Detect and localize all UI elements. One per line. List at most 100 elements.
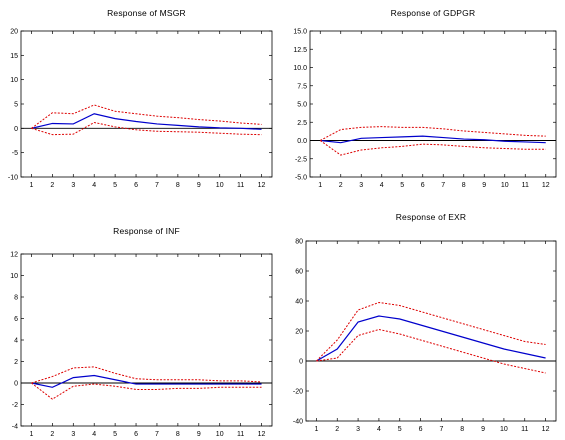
- x-tick-label: 9: [197, 182, 201, 189]
- x-tick-label: 2: [335, 426, 339, 433]
- x-tick-label: 12: [542, 182, 550, 189]
- y-tick-label: 12.5: [293, 47, 307, 54]
- chart-title: Response of EXR: [396, 212, 467, 222]
- x-tick-label: 5: [113, 431, 117, 438]
- x-tick-label: 8: [176, 182, 180, 189]
- series-response-line: [320, 135, 546, 144]
- x-tick-label: 9: [481, 426, 485, 433]
- series-lower-line: [319, 140, 546, 156]
- y-tick-label: 5: [14, 102, 18, 109]
- x-tick-label: 5: [113, 182, 117, 189]
- y-tick-label: 10.0: [293, 65, 307, 72]
- x-tick-label: 8: [462, 182, 466, 189]
- x-tick-label: 4: [377, 426, 381, 433]
- x-tick-label: 3: [71, 182, 75, 189]
- y-tick-label: 0: [14, 126, 18, 133]
- x-tick-label: 6: [134, 182, 138, 189]
- y-tick-label: -2.5: [295, 156, 307, 163]
- x-tick-label: 6: [134, 431, 138, 438]
- plot-frame: [20, 30, 273, 178]
- x-tick-label: 12: [542, 426, 550, 433]
- y-tick-label: 0: [14, 381, 18, 388]
- x-tick-label: 10: [216, 431, 224, 438]
- x-tick-label: 2: [50, 431, 54, 438]
- y-tick-label: 7.5: [297, 83, 307, 90]
- x-tick-label: 8: [460, 426, 464, 433]
- y-tick-label: 20: [10, 29, 18, 36]
- y-tick-label: 5.0: [297, 102, 307, 109]
- x-tick-label: 9: [482, 182, 486, 189]
- x-tick-label: 12: [258, 431, 266, 438]
- panel-gdpgr: Response of GDPGR -5.0 -2.5 0.0 2.5 5.0 7.5 10.…: [293, 8, 557, 189]
- series-response-line: [31, 113, 262, 130]
- x-tick-label: 5: [398, 426, 402, 433]
- x-tick-label: 5: [400, 182, 404, 189]
- y-tick-label: -4: [12, 424, 18, 431]
- x-tick-label: 11: [237, 182, 244, 189]
- series-response-line: [31, 374, 262, 388]
- x-tick-label: 2: [339, 182, 343, 189]
- x-tick-label: 3: [356, 426, 360, 433]
- y-tick-label: -5.0: [295, 175, 307, 182]
- x-tick-label: 1: [318, 182, 322, 189]
- x-tick-label: 3: [71, 431, 75, 438]
- y-tick-label: 2: [14, 359, 18, 366]
- x-tick-label: 11: [522, 182, 529, 189]
- y-tick-label: -5: [12, 150, 18, 157]
- y-tick-label: 0.0: [297, 138, 307, 145]
- x-tick-label: 1: [314, 426, 318, 433]
- plot-frame: [305, 240, 557, 422]
- x-tick-label: 7: [155, 431, 159, 438]
- x-tick-label: 4: [92, 182, 96, 189]
- y-tick-label: -20: [293, 389, 303, 396]
- chart-title: Response of GDPGR: [391, 8, 476, 18]
- x-tick-label: 1: [30, 431, 34, 438]
- plot-frame: [309, 30, 557, 178]
- plot-frame: [20, 253, 273, 427]
- x-tick-label: 8: [176, 431, 180, 438]
- x-tick-label: 10: [500, 426, 508, 433]
- series-upper-line: [31, 104, 262, 129]
- x-tick-label: 9: [197, 431, 201, 438]
- y-tick-label: 4: [14, 338, 18, 345]
- x-tick-label: 11: [237, 431, 244, 438]
- x-tick-label: 7: [439, 426, 443, 433]
- series-upper-line: [316, 301, 546, 362]
- y-tick-label: 10: [10, 273, 18, 280]
- series-lower-line: [31, 382, 262, 400]
- series-response-line: [316, 315, 546, 362]
- series-upper-line: [320, 126, 546, 141]
- y-tick-label: 80: [295, 239, 303, 246]
- series-lower-line: [31, 121, 262, 136]
- y-tick-label: 2.5: [297, 120, 307, 127]
- y-tick-label: 6: [14, 316, 18, 323]
- x-tick-label: 6: [421, 182, 425, 189]
- x-tick-label: 7: [441, 182, 445, 189]
- chart-title: Response of MSGR: [107, 8, 186, 18]
- chart-title: Response of INF: [113, 226, 180, 236]
- x-tick-label: 6: [419, 426, 423, 433]
- y-tick-label: 10: [10, 77, 18, 84]
- series-lower-line: [316, 328, 546, 374]
- y-tick-label: 15.0: [293, 29, 307, 36]
- x-tick-label: 10: [216, 182, 224, 189]
- y-tick-label: 20: [295, 329, 303, 336]
- x-tick-label: 11: [521, 426, 528, 433]
- x-tick-label: 4: [92, 431, 96, 438]
- x-tick-label: 1: [30, 182, 34, 189]
- y-tick-label: -10: [8, 175, 18, 182]
- x-tick-label: 4: [380, 182, 384, 189]
- x-tick-label: 7: [155, 182, 159, 189]
- y-tick-label: -40: [293, 419, 303, 426]
- y-tick-label: 12: [10, 252, 18, 259]
- y-tick-label: 0: [299, 359, 303, 366]
- y-tick-label: 60: [295, 269, 303, 276]
- y-tick-label: -2: [12, 402, 18, 409]
- x-tick-label: 3: [359, 182, 363, 189]
- y-tick-label: 40: [295, 299, 303, 306]
- x-tick-label: 10: [501, 182, 509, 189]
- y-tick-label: 15: [10, 53, 18, 60]
